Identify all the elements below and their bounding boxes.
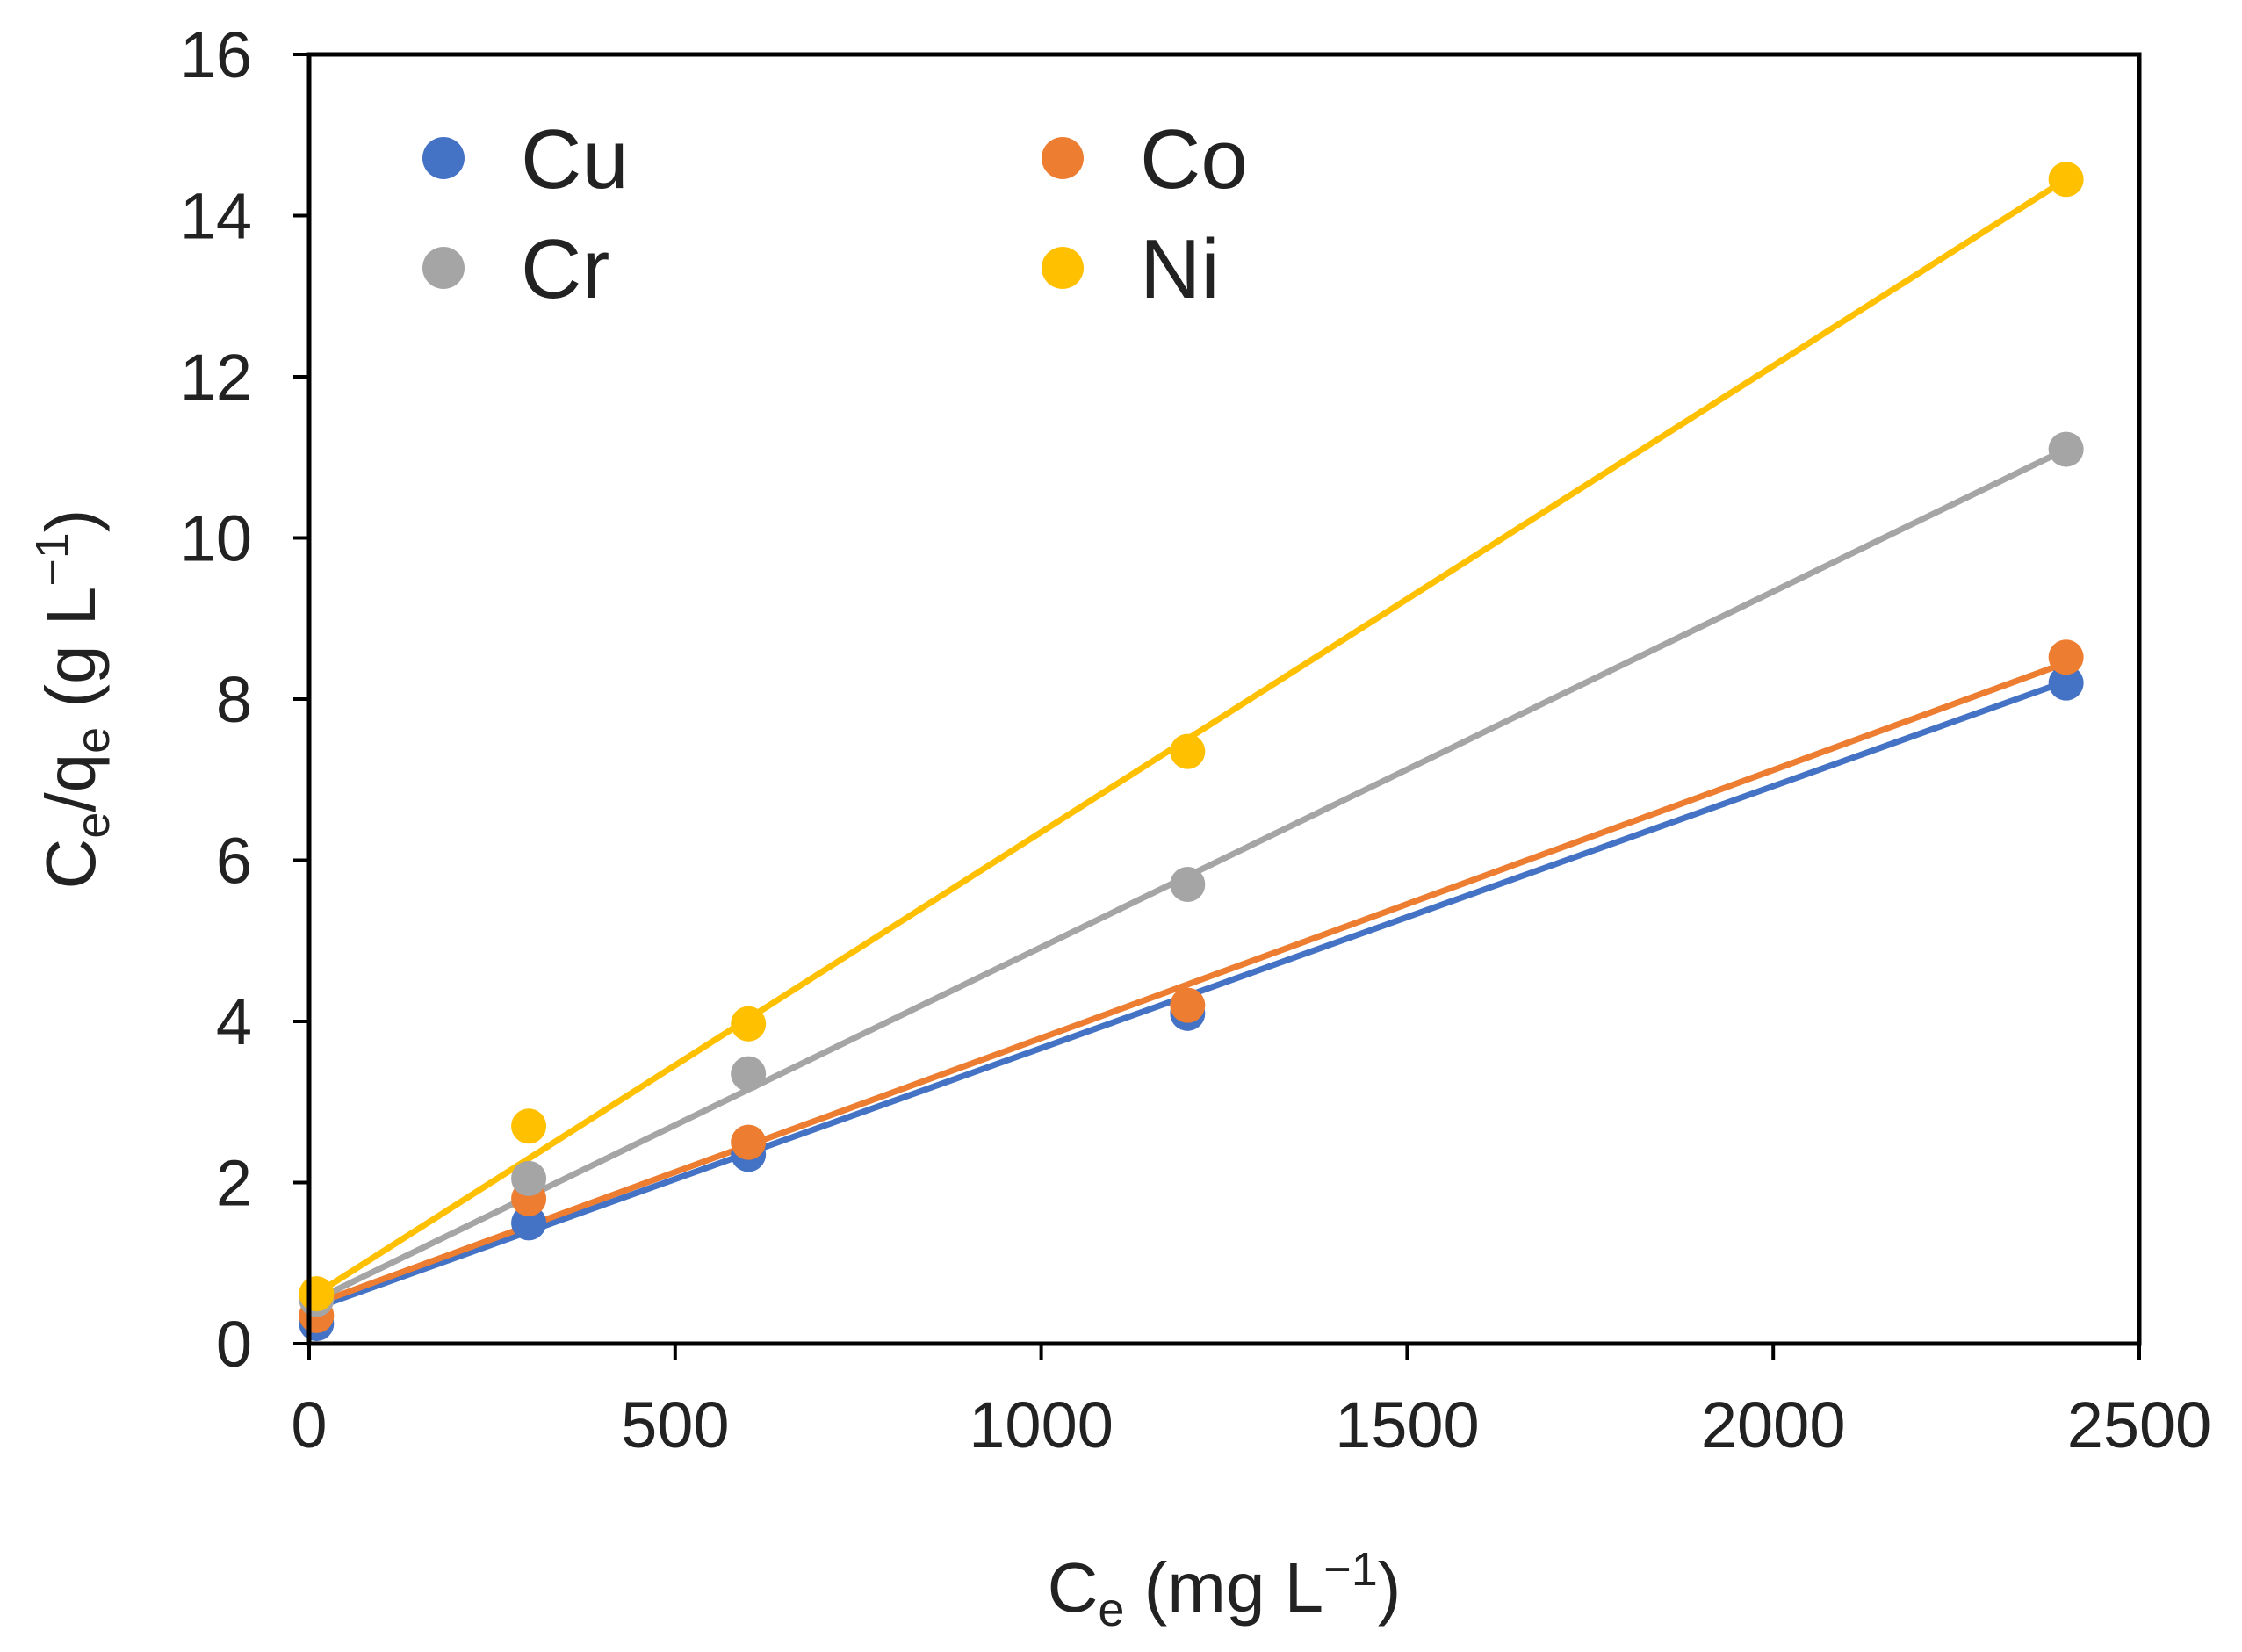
legend-label-co: Co bbox=[1140, 112, 1248, 206]
legend-marker-ni bbox=[1042, 247, 1084, 289]
point-cr bbox=[1170, 867, 1206, 903]
x-tick-label: 2500 bbox=[2067, 1389, 2212, 1461]
y-axis-title-rest: (g L bbox=[32, 587, 110, 727]
legend-item-cr: Cr bbox=[422, 222, 609, 316]
y-axis-title-sub1: e bbox=[67, 812, 119, 839]
y-axis-title-mid: /q bbox=[32, 754, 110, 812]
legend-label-cu: Cu bbox=[521, 112, 629, 206]
legend-marker-cu bbox=[422, 137, 465, 179]
point-co bbox=[731, 1124, 767, 1160]
y-axis-title-end: ) bbox=[32, 509, 110, 533]
point-ni bbox=[299, 1276, 335, 1312]
y-tick-label: 0 bbox=[216, 1308, 252, 1381]
x-axis-title: Ce (mg L−1) bbox=[1048, 1543, 1402, 1636]
y-tick-label: 12 bbox=[180, 341, 252, 414]
legend-item-ni: Ni bbox=[1042, 222, 1220, 316]
legend: Cu Co Cr Ni bbox=[422, 112, 1248, 316]
point-cr bbox=[731, 1056, 767, 1092]
point-ni bbox=[511, 1108, 547, 1144]
y-axis-title-sub2: e bbox=[67, 727, 119, 754]
x-tick-label: 1500 bbox=[1335, 1389, 1480, 1461]
point-cr bbox=[2048, 431, 2084, 467]
y-axis-ticks: 0 2 4 6 8 10 12 14 16 bbox=[180, 18, 309, 1381]
y-tick-label: 10 bbox=[180, 502, 252, 575]
x-axis-title-rest: (mg L bbox=[1124, 1548, 1323, 1627]
x-axis-title-main: C bbox=[1048, 1548, 1099, 1627]
x-axis-title-end: ) bbox=[1378, 1548, 1402, 1627]
y-tick-label: 4 bbox=[216, 985, 252, 1058]
legend-item-co: Co bbox=[1042, 112, 1248, 206]
y-tick-label: 14 bbox=[180, 180, 252, 253]
x-axis-title-sub: e bbox=[1098, 1583, 1124, 1636]
point-cu bbox=[511, 1205, 547, 1241]
point-ni bbox=[731, 1006, 767, 1042]
x-tick-label: 2000 bbox=[1701, 1389, 1846, 1461]
x-axis-title-sup: −1 bbox=[1323, 1543, 1378, 1596]
y-tick-label: 6 bbox=[216, 825, 252, 898]
x-tick-label: 1000 bbox=[969, 1389, 1114, 1461]
point-cr bbox=[511, 1160, 547, 1196]
point-co bbox=[1170, 987, 1206, 1023]
legend-label-ni: Ni bbox=[1140, 222, 1220, 316]
legend-marker-cr bbox=[422, 247, 465, 289]
point-cu bbox=[2048, 665, 2084, 701]
fit-line-co bbox=[313, 660, 2070, 1307]
y-tick-label: 2 bbox=[216, 1147, 252, 1220]
y-axis-title-main: C bbox=[32, 839, 110, 890]
point-ni bbox=[1170, 733, 1206, 769]
y-axis-title: Ce/qe (g L−1) bbox=[26, 509, 119, 890]
legend-marker-co bbox=[1042, 137, 1084, 179]
x-tick-label: 0 bbox=[291, 1389, 327, 1461]
legend-item-cu: Cu bbox=[422, 112, 629, 206]
point-ni bbox=[2048, 162, 2084, 198]
x-tick-label: 500 bbox=[621, 1389, 729, 1461]
x-axis-ticks: 0 500 1000 1500 2000 2500 bbox=[291, 1344, 2211, 1461]
y-tick-label: 8 bbox=[216, 663, 252, 736]
y-tick-label: 16 bbox=[180, 18, 252, 91]
y-axis-title-sup: −1 bbox=[26, 532, 79, 587]
legend-label-cr: Cr bbox=[521, 222, 609, 316]
point-co bbox=[2048, 639, 2084, 675]
